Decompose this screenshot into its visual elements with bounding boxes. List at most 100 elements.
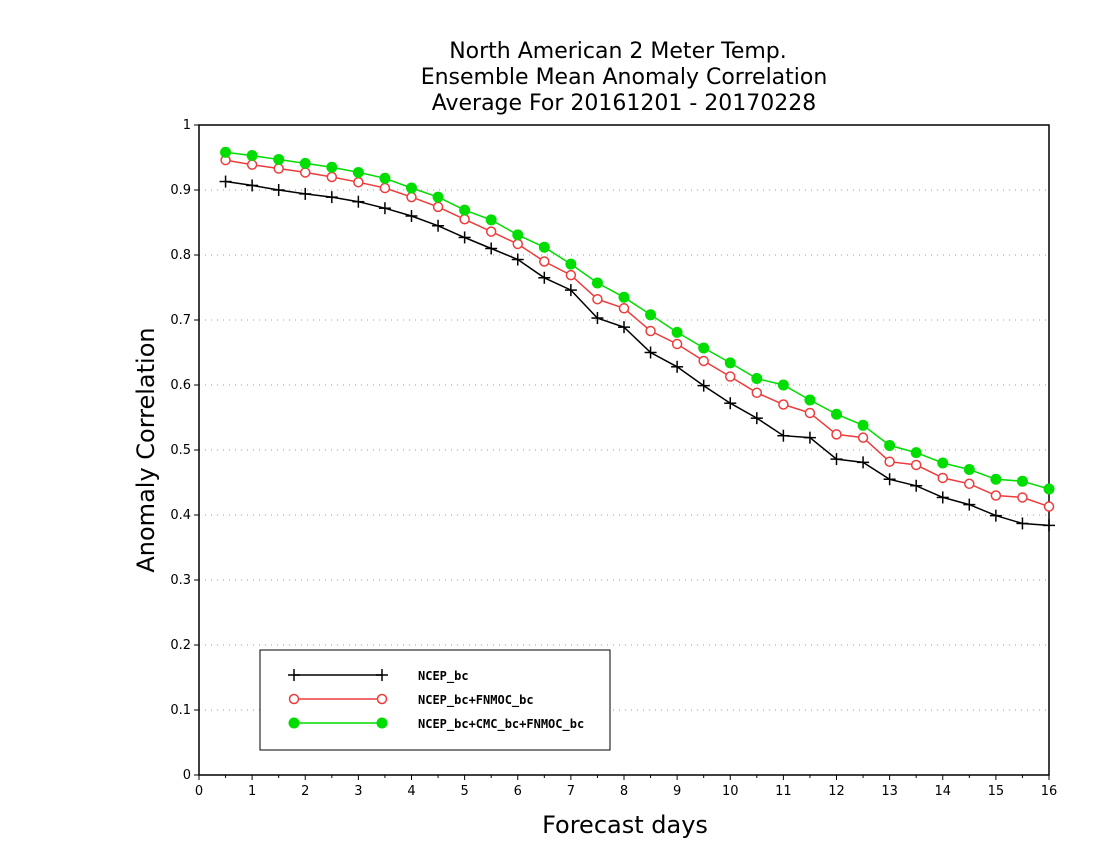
data-point	[1043, 519, 1055, 532]
data-point	[459, 214, 470, 225]
data-point	[618, 321, 630, 334]
data-point	[618, 303, 630, 314]
legend: NCEP_bc NCEP_bc+FNMOC_bc NCEP_bc+CMC_bc+FN…	[259, 649, 611, 751]
data-point	[485, 226, 497, 237]
data-point	[379, 172, 391, 184]
legend-marker	[288, 717, 300, 729]
data-point	[884, 456, 895, 467]
data-point	[803, 431, 816, 444]
x-tick-label: 8	[620, 784, 628, 799]
y-tick-label: 0.4	[170, 508, 191, 523]
data-point	[937, 472, 948, 484]
data-point	[539, 256, 550, 267]
data-point	[724, 357, 736, 369]
data-point	[936, 491, 949, 504]
data-point	[246, 159, 258, 170]
legend-entry: NCEP_bc	[288, 669, 469, 684]
series-NCEP_bc	[219, 175, 1055, 532]
gridlines	[199, 189, 1049, 711]
data-point	[698, 342, 710, 354]
data-point	[538, 241, 550, 253]
data-point	[671, 338, 683, 350]
data-point	[246, 179, 259, 192]
data-point	[219, 175, 232, 188]
legend-marker	[376, 693, 388, 705]
data-point	[857, 432, 869, 443]
y-tick-label: 0.9	[170, 183, 191, 198]
data-point	[1017, 492, 1028, 503]
x-tick-label: 12	[828, 784, 845, 799]
data-point	[405, 210, 418, 222]
x-tick-label: 1	[248, 784, 256, 799]
x-tick-label: 3	[354, 784, 362, 799]
data-point	[352, 195, 365, 208]
data-point	[1043, 483, 1055, 495]
data-point	[406, 182, 417, 194]
data-point	[378, 202, 391, 215]
chart-title: North American 2 Meter Temp. Ensemble Me…	[421, 39, 828, 116]
series-line	[225, 151, 1050, 490]
data-point	[565, 258, 577, 270]
data-series	[219, 146, 1055, 532]
data-point	[697, 379, 710, 392]
data-point	[273, 163, 284, 174]
data-point	[910, 479, 923, 492]
data-point	[459, 204, 471, 216]
x-tick-label: 15	[988, 784, 1005, 799]
data-point	[857, 419, 869, 431]
legend-marker	[288, 669, 300, 681]
legend-box	[259, 649, 611, 751]
x-tick-label: 5	[460, 784, 468, 799]
data-point	[777, 429, 790, 442]
chart-title-line-1: North American 2 Meter Temp.	[449, 39, 787, 64]
data-point	[1016, 517, 1029, 530]
data-point	[299, 157, 311, 169]
data-point	[432, 191, 444, 203]
y-tick-label: 0.2	[170, 638, 191, 653]
data-point	[910, 459, 922, 471]
data-point	[299, 187, 312, 200]
data-point	[777, 379, 789, 391]
data-point	[645, 309, 657, 321]
data-point	[671, 326, 683, 338]
data-point	[831, 429, 842, 440]
data-point	[937, 457, 949, 469]
data-point	[272, 184, 285, 196]
data-point	[352, 166, 364, 178]
legend-marker	[376, 717, 388, 729]
data-point	[511, 253, 524, 266]
y-tick-label: 0.1	[170, 703, 191, 718]
y-tick-label: 0	[183, 768, 191, 783]
y-tick-label: 0.8	[170, 248, 191, 263]
y-axis-ticks: 0 0.1 0.2 0.3 0.4 0.5 0.6 0.7 0.8 0.9 1	[170, 118, 199, 783]
data-point	[990, 473, 1002, 485]
x-tick-label: 6	[514, 784, 522, 799]
legend-marker	[376, 669, 388, 681]
legend-marker	[288, 693, 300, 705]
data-point	[432, 219, 445, 232]
x-axis-ticks: 0 1 2 3 4 5 6 7 8 9 10 11 12 13 14 15 16	[195, 775, 1057, 799]
x-tick-label: 11	[775, 784, 792, 799]
data-point	[432, 201, 444, 213]
data-point	[1016, 475, 1028, 487]
x-tick-label: 7	[567, 784, 575, 799]
data-point	[538, 271, 551, 284]
legend-label: NCEP_bc+CMC_bc+FNMOC_bc	[418, 717, 584, 732]
data-point	[857, 456, 870, 469]
data-point	[963, 498, 976, 511]
data-point	[831, 408, 842, 420]
y-tick-label: 0.6	[170, 378, 191, 393]
data-point	[273, 153, 285, 165]
data-point	[884, 439, 896, 451]
data-point	[326, 161, 338, 173]
data-point	[591, 312, 604, 325]
data-point	[804, 394, 816, 406]
data-point	[512, 238, 523, 250]
legend-entry: NCEP_bc+FNMOC_bc	[288, 693, 534, 708]
data-point	[246, 150, 258, 162]
data-point	[591, 277, 603, 289]
data-point	[698, 355, 709, 367]
data-point	[750, 412, 763, 425]
data-point	[592, 293, 603, 305]
